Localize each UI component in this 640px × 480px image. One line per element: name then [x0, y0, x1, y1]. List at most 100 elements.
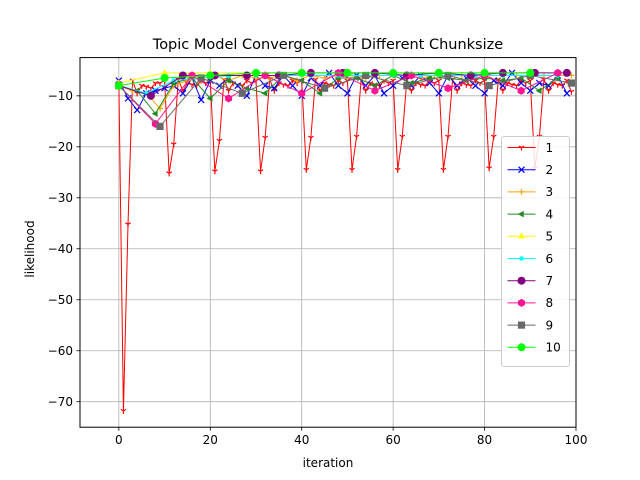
legend-marker-8	[517, 298, 526, 307]
y-tick-label-5: −20	[48, 140, 73, 154]
series-1-point-21	[211, 169, 218, 175]
series-2-point-35	[435, 89, 443, 97]
legend-item-8: 8	[507, 296, 553, 310]
legend-marker-2	[518, 166, 525, 174]
series-1-point-87	[513, 83, 520, 89]
series-10-point-2	[206, 71, 215, 80]
series-1-point-82	[490, 134, 497, 140]
series-1-point-94	[545, 88, 552, 94]
series-1-point-71	[440, 167, 447, 173]
series-10-point-4	[297, 68, 306, 77]
legend-marker-10	[517, 343, 526, 352]
series-9-point-5	[320, 84, 329, 92]
legend-label-1: 1	[546, 141, 554, 155]
y-axis-ticks: −70 −60 −50 −40 −30 −20 −10	[48, 89, 80, 409]
series-1-point-42	[307, 135, 314, 141]
legend-marker-9	[517, 321, 526, 329]
series-1-point-61	[394, 167, 401, 173]
legend-label-5: 5	[546, 230, 554, 244]
series-8-point-12	[554, 68, 562, 77]
legend-marker-1	[518, 145, 525, 151]
series-4-point-2	[151, 110, 158, 117]
series-8-point-2	[188, 71, 196, 80]
series-7-point-14	[562, 68, 571, 77]
series-10-point-0	[114, 81, 123, 90]
legend-item-3: 3	[507, 185, 554, 199]
series-10-point-6	[389, 68, 398, 77]
series-9-point-8	[444, 71, 452, 80]
series-2-point-45	[526, 87, 534, 95]
x-axis-ticks: 0 20 40 60 80 100	[115, 427, 587, 447]
legend-marker-6	[519, 256, 524, 261]
series-1-point-62	[399, 134, 406, 140]
series-10-point-1	[160, 73, 169, 82]
series-1-point-77	[467, 83, 474, 89]
legend-label-4: 4	[546, 207, 554, 221]
series-1-point-66	[417, 82, 424, 88]
series-1-point-81	[486, 166, 493, 172]
series-1-point-52	[353, 134, 360, 140]
series-4-point-8	[261, 90, 268, 97]
series-1-point-96	[554, 82, 561, 88]
series-4-point-5	[206, 95, 213, 102]
series-10-point-5	[343, 68, 352, 77]
series-2-point-2	[133, 106, 141, 114]
legend-item-1: 1	[507, 141, 554, 155]
series-1-point-2	[125, 222, 131, 228]
series-2-point-9	[197, 96, 205, 104]
y-tick-label-0: −70	[48, 395, 73, 409]
series-10-point-3	[251, 68, 260, 77]
series-7-point-1	[146, 91, 155, 100]
series-9-point-2	[197, 74, 205, 82]
legend-box	[501, 136, 570, 367]
y-tick-label-3: −40	[48, 242, 73, 256]
legend-label-3: 3	[546, 185, 554, 199]
legend-label-2: 2	[546, 163, 554, 177]
series-2-point-4	[152, 87, 159, 95]
chart-title: Topic Model Convergence of Different Chu…	[152, 37, 503, 53]
x-axis-title: iteration	[303, 456, 354, 470]
series-9-point-7	[403, 82, 411, 90]
legend-item-10: 10	[507, 341, 561, 355]
series-1-point-54	[362, 88, 369, 94]
series-8-point-4	[261, 71, 269, 80]
legend-marker-3	[518, 188, 525, 195]
series-3-point-5	[184, 77, 191, 84]
legend: 1 2 3 4 5 6 7 8 9 10	[501, 136, 570, 367]
series-4-point-6	[224, 77, 231, 84]
series-9-point-11	[567, 79, 576, 87]
legend-label-6: 6	[546, 252, 554, 266]
series-8-point-5	[298, 89, 306, 98]
series-4-point-14	[371, 82, 378, 89]
series-9-point-4	[279, 71, 288, 80]
series-8-point-8	[407, 71, 415, 80]
legend-item-2: 2	[507, 163, 554, 177]
series-9-point-9	[485, 82, 493, 90]
x-tick-label-2: 40	[294, 433, 309, 447]
legend-label-10: 10	[546, 341, 561, 355]
legend-item-9: 9	[507, 318, 553, 332]
x-tick-label-5: 100	[565, 433, 588, 447]
axes-frame	[79, 57, 577, 428]
series-1-point-72	[445, 134, 451, 140]
series-1-point-41	[303, 167, 310, 173]
series-2-point-47	[545, 82, 552, 90]
x-tick-label-1: 20	[203, 433, 218, 447]
series-1-point-32	[262, 135, 269, 141]
y-axis-title: likelihood	[23, 220, 37, 277]
series-1-point-5	[138, 83, 145, 89]
series-8-point-9	[444, 84, 452, 93]
x-tick-label-0: 0	[115, 433, 123, 447]
series-1-point-74	[454, 88, 461, 94]
series-9-point-6	[362, 71, 370, 80]
series-1-point-70	[435, 78, 442, 84]
series-1-point-9	[157, 81, 163, 87]
series-1-point-51	[349, 167, 355, 173]
legend-item-5: 5	[507, 230, 554, 244]
series-1-point-28	[243, 78, 250, 84]
legend-item-4: 4	[507, 207, 554, 221]
series-2-point-49	[563, 89, 571, 97]
series-1-point-31	[257, 169, 264, 175]
